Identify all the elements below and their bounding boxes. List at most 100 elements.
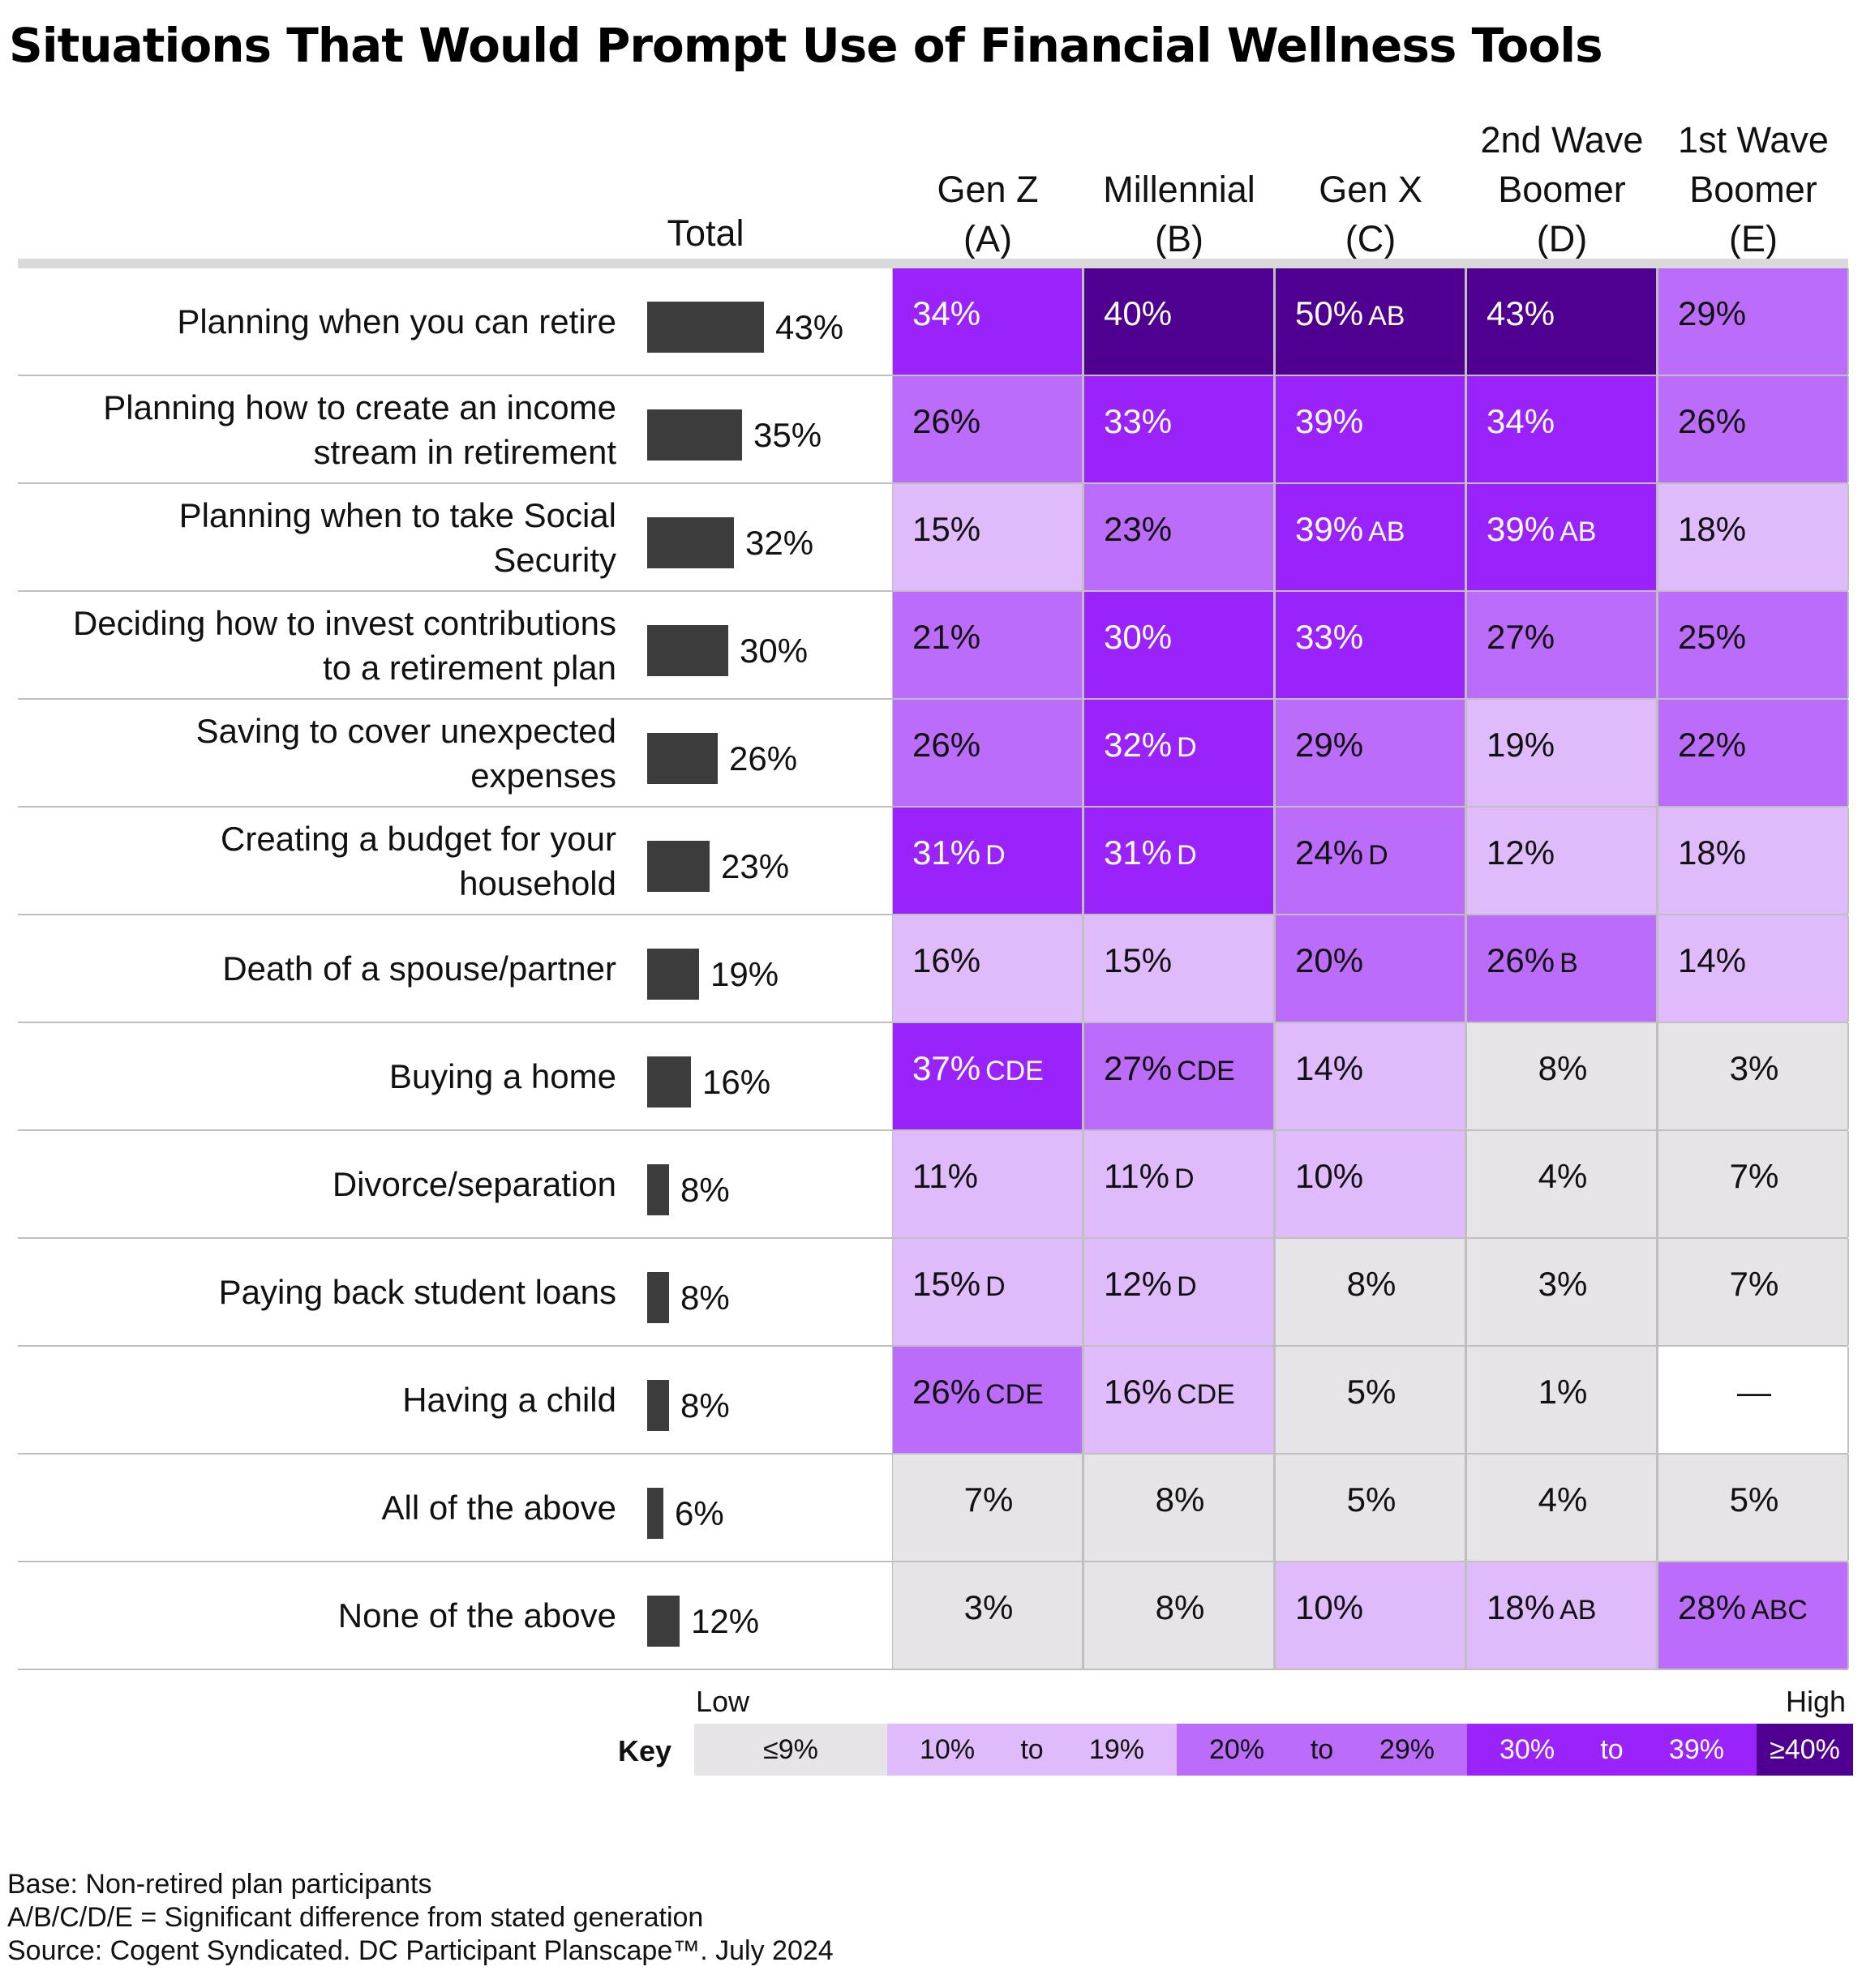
row-label: Death of a spouse/partner: [222, 949, 616, 988]
cell-value: 27% CDE: [1104, 1046, 1235, 1094]
cell-percent: 7%: [1729, 1265, 1779, 1303]
cell-value: 43%: [1487, 291, 1555, 336]
heat-cell: 37% CDE: [892, 1023, 1083, 1129]
heat-cell: 12%: [1466, 808, 1658, 914]
key-segment-text: to: [1020, 1733, 1044, 1765]
row-label: Deciding how to invest contributions to …: [72, 603, 616, 687]
table-row: Buying a home 16% 37% CDE 27% CDE 14% 8% 3%: [18, 1023, 1849, 1131]
cell-value: 8%: [1084, 1585, 1276, 1630]
cell-percent: 26%: [1487, 941, 1555, 979]
cell-percent: 5%: [1346, 1480, 1396, 1519]
key-segment-text: 30%: [1499, 1733, 1555, 1765]
significance-marker: AB: [1368, 516, 1405, 547]
cell-value: 7%: [1658, 1154, 1850, 1199]
key-high-label: High: [1786, 1685, 1847, 1718]
cell-value: 14%: [1295, 1046, 1363, 1091]
table-row: None of the above 12% 3% 8% 10% 18% AB 28% ABC: [18, 1562, 1849, 1670]
cell-value: 1%: [1467, 1369, 1658, 1415]
cell-percent: 31%: [1104, 833, 1173, 872]
column-header-line: Millennial: [1103, 169, 1255, 210]
heat-cell: 5%: [1275, 1347, 1466, 1453]
cell-value: 4%: [1467, 1477, 1658, 1523]
cell-percent: 8%: [1346, 1265, 1396, 1303]
heat-cell: 3%: [892, 1562, 1083, 1669]
cell-value: 19%: [1487, 722, 1555, 768]
column-header: Gen X (C): [1275, 165, 1466, 263]
row-label: Creating a budget for your household: [221, 819, 616, 902]
cell-value: 26% CDE: [912, 1369, 1044, 1417]
total-bar-label: 8%: [680, 1386, 730, 1425]
cell-percent: 5%: [1346, 1373, 1396, 1411]
significance-marker: AB: [1560, 516, 1597, 547]
heat-cell: 1%: [1466, 1347, 1658, 1453]
heat-cell: 4%: [1466, 1131, 1658, 1237]
cell-percent: 12%: [1487, 833, 1555, 872]
cell-percent: 27%: [1487, 618, 1555, 656]
heat-cell: 16%: [892, 915, 1083, 1022]
total-bar: [647, 733, 718, 784]
cell-value: 24% D: [1295, 830, 1388, 878]
cell-percent: 12%: [1104, 1265, 1173, 1303]
total-column-header: Total: [667, 212, 744, 254]
cell-percent: 25%: [1678, 618, 1747, 656]
heat-cell: 26% CDE: [892, 1347, 1083, 1453]
heat-cell: 7%: [1658, 1239, 1849, 1345]
heat-cell: 18%: [1658, 484, 1849, 590]
cell-percent: 10%: [1295, 1588, 1364, 1626]
total-bar-label: 32%: [745, 524, 814, 562]
heat-cell: 26%: [892, 376, 1083, 482]
column-header-line: (A): [963, 218, 1012, 259]
table-row: Saving to cover unexpected expenses 26% 26…: [18, 700, 1849, 808]
cell-value: —: [1658, 1369, 1850, 1415]
cell-percent: 18%: [1678, 833, 1747, 872]
key-segment: ≤9%: [694, 1724, 887, 1776]
significance-marker: CDE: [1177, 1379, 1235, 1410]
key-segment-text: ≥40%: [1770, 1733, 1840, 1765]
total-bar: [647, 625, 728, 676]
cell-value: 18%: [1678, 507, 1746, 552]
significance-marker: D: [1177, 732, 1197, 763]
cell-value: 18% AB: [1487, 1585, 1596, 1633]
row-label: Planning how to create an income stream …: [103, 388, 616, 471]
total-bar-label: 8%: [680, 1279, 730, 1317]
cell-value: 26%: [912, 722, 980, 768]
row-label: Paying back student loans: [218, 1273, 616, 1311]
row-label: Divorce/separation: [332, 1165, 616, 1203]
total-bar: [647, 1488, 663, 1539]
column-header-line: 1st Wave: [1678, 119, 1829, 161]
significance-marker: B: [1560, 948, 1578, 979]
cell-percent: 16%: [912, 941, 981, 979]
cell-value: 31% D: [912, 830, 1006, 878]
cell-value: 15%: [1104, 938, 1172, 983]
heat-cell: 14%: [1658, 915, 1849, 1022]
cell-percent: 26%: [912, 726, 981, 764]
total-bar-label: 43%: [775, 308, 844, 346]
heat-cell: 8%: [1466, 1023, 1658, 1129]
table-row: Death of a spouse/partner 19% 16% 15% 20% 26%…: [18, 915, 1849, 1023]
heat-cell: 33%: [1083, 376, 1275, 482]
column-header-line: Boomer: [1498, 169, 1626, 210]
heat-cell: 18% AB: [1466, 1562, 1658, 1669]
table-row: Paying back student loans 8% 15% D 12% D 8% 3% 7…: [18, 1239, 1849, 1347]
heat-cell: 11%: [892, 1131, 1083, 1237]
cell-value: 5%: [1276, 1477, 1467, 1523]
row-label: Buying a home: [388, 1057, 616, 1095]
cell-value: 16%: [912, 938, 980, 983]
heat-cell: 33%: [1275, 592, 1466, 698]
cell-percent: 29%: [1678, 294, 1747, 332]
key-segment-text: 10%: [920, 1733, 976, 1765]
total-bar-label: 8%: [680, 1171, 730, 1209]
cell-value: 3%: [1467, 1262, 1658, 1307]
cell-percent: 39%: [1295, 402, 1364, 440]
cell-value: 16% CDE: [1104, 1369, 1235, 1417]
column-header: 1st Wave Boomer (E): [1658, 115, 1849, 263]
cell-percent: 34%: [912, 294, 981, 332]
cell-value: 10%: [1295, 1585, 1363, 1630]
significance-marker: D: [1173, 1163, 1195, 1194]
total-bar: [647, 409, 742, 461]
total-bar-label: 23%: [721, 847, 790, 885]
significance-marker: D: [985, 1271, 1006, 1302]
significance-marker: CDE: [1177, 1056, 1235, 1086]
total-bar: [647, 1380, 669, 1431]
cell-percent: 14%: [1295, 1049, 1364, 1087]
